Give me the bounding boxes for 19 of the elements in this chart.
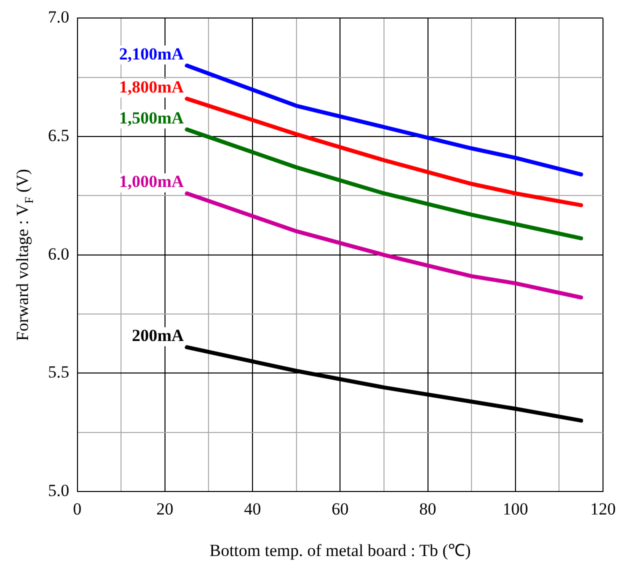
series-label: 1,800mA xyxy=(119,78,184,97)
x-tick-label: 100 xyxy=(502,499,528,518)
series-label: 1,500mA xyxy=(119,108,184,128)
y-tick-label: 5.0 xyxy=(48,481,70,500)
series-label: 200mA xyxy=(132,326,184,346)
y-tick-label: 7.0 xyxy=(48,8,70,27)
y-axis-title: Forward voltage : VF (V) xyxy=(13,168,36,341)
x-tick-label: 40 xyxy=(244,499,261,518)
y-tick-label: 6.0 xyxy=(48,244,70,264)
x-tick-label: 80 xyxy=(419,499,436,518)
x-tick-label: 0 xyxy=(73,499,82,518)
series-label: 2,100mA xyxy=(119,44,184,64)
series-label: 1,000mA xyxy=(119,172,184,192)
y-tick-label: 5.5 xyxy=(48,362,70,382)
x-axis-title: Bottom temp. of metal board : Tb (℃) xyxy=(209,541,471,560)
x-tick-label: 20 xyxy=(156,499,174,518)
x-tick-label: 120 xyxy=(590,499,616,518)
x-tick-label: 60 xyxy=(332,499,349,518)
y-tick-label: 6.5 xyxy=(48,126,70,146)
